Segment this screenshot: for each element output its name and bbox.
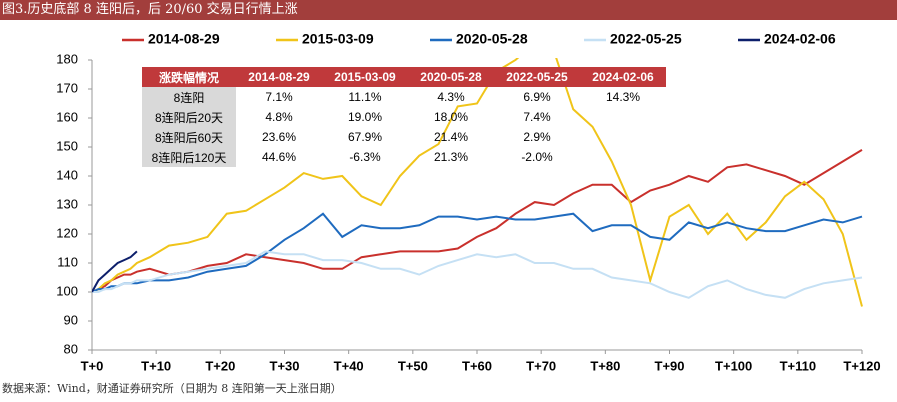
figure-title: 图3.历史底部 8 连阳后，后 20/60 交易日行情上涨 — [0, 0, 897, 20]
table-header-cell: 2014-08-29 — [236, 67, 322, 87]
table-cell: 8连阳后20天 — [142, 107, 236, 127]
x-tick-label: T+50 — [398, 358, 428, 373]
table-row: 8连阳后20天 4.8% 19.0% 18.0% 7.4% — [142, 107, 666, 127]
x-tick-label: T+100 — [715, 358, 752, 373]
y-tick-label: 150 — [56, 138, 78, 153]
y-tick-label: 80 — [64, 341, 78, 356]
table-cell: 8连阳后120天 — [142, 147, 236, 167]
table-cell: -2.0% — [521, 150, 553, 164]
table-cell: 8连阳 — [142, 87, 236, 107]
series-line — [92, 250, 863, 299]
table-header-cell: 2024-02-06 — [580, 67, 666, 87]
y-tick-label: 170 — [56, 80, 78, 95]
x-tick-label: T+0 — [81, 358, 104, 373]
y-tick-label: 140 — [56, 167, 78, 182]
table-cell: 11.1% — [348, 90, 382, 104]
y-tick-label: 120 — [56, 225, 78, 240]
table-cell: 21.3% — [433, 150, 469, 164]
table-header-cell: 2022-05-25 — [494, 67, 580, 87]
series-line — [92, 149, 863, 293]
x-tick-label: T+40 — [334, 358, 364, 373]
table-cell: 6.9% — [523, 90, 551, 104]
x-tick-label: T+70 — [526, 358, 556, 373]
table-cell: 14.3% — [605, 90, 641, 104]
series-line — [92, 58, 863, 307]
plot-area — [92, 58, 863, 307]
x-tick-label: T+10 — [141, 358, 171, 373]
y-tick-label: 180 — [56, 51, 78, 66]
legend-label: 2022-05-25 — [610, 31, 682, 47]
table-cell: -6.3% — [349, 150, 381, 164]
legend-label: 2020-05-28 — [456, 31, 528, 47]
series-line — [92, 250, 138, 293]
y-tick-label: 90 — [64, 312, 78, 327]
table-cell: 23.6% — [261, 130, 297, 144]
x-tick-label: T+120 — [843, 358, 880, 373]
y-tick-label: 100 — [56, 283, 78, 298]
table-cell: 8连阳后60天 — [142, 127, 236, 147]
y-tick-label: 130 — [56, 196, 78, 211]
table-cell: 4.3% — [437, 90, 465, 104]
x-tick-label: T+60 — [462, 358, 492, 373]
x-tick-label: T+90 — [655, 358, 685, 373]
y-tick-label: 110 — [57, 254, 78, 269]
source-note: 数据来源：Wind，财通证券研究所（日期为 8 连阳第一天上涨日期） — [2, 382, 342, 395]
table-cell: 44.6% — [261, 150, 297, 164]
x-tick-label: T+30 — [270, 358, 300, 373]
table-header-cell: 2020-05-28 — [408, 67, 494, 87]
x-tick-label: T+80 — [590, 358, 620, 373]
table-header-cell: 2015-03-09 — [322, 67, 408, 87]
series-line — [92, 212, 863, 293]
legend-label: 2015-03-09 — [302, 31, 374, 47]
table-header-cell: 涨跌幅情况 — [142, 67, 236, 87]
table-cell: 2.9% — [523, 130, 551, 144]
x-tick-label: T+110 — [780, 358, 817, 373]
y-tick-label: 160 — [56, 109, 78, 124]
table-cell: 67.9% — [347, 130, 383, 144]
legend-label: 2024-02-06 — [764, 31, 836, 47]
table-cell: 21.4% — [433, 130, 469, 144]
table-row: 8连阳后60天 23.6% 67.9% 21.4% 2.9% — [142, 127, 666, 147]
table-cell: 7.4% — [523, 110, 551, 124]
table-cell: 18.0% — [433, 110, 469, 124]
table-cell: 4.8% — [265, 110, 293, 124]
x-tick-label: T+20 — [205, 358, 235, 373]
legend-label: 2014-08-29 — [148, 31, 220, 47]
table-cell: 19.0% — [347, 110, 383, 124]
table-row: 8连阳后120天 44.6% -6.3% 21.3% -2.0% — [142, 147, 666, 167]
table-row: 8连阳 7.1% 11.1% 4.3% 6.9% 14.3% — [142, 87, 666, 107]
summary-table: 涨跌幅情况 2014-08-29 2015-03-09 2020-05-28 2022-… — [142, 67, 666, 167]
table-cell: 7.1% — [265, 90, 293, 104]
